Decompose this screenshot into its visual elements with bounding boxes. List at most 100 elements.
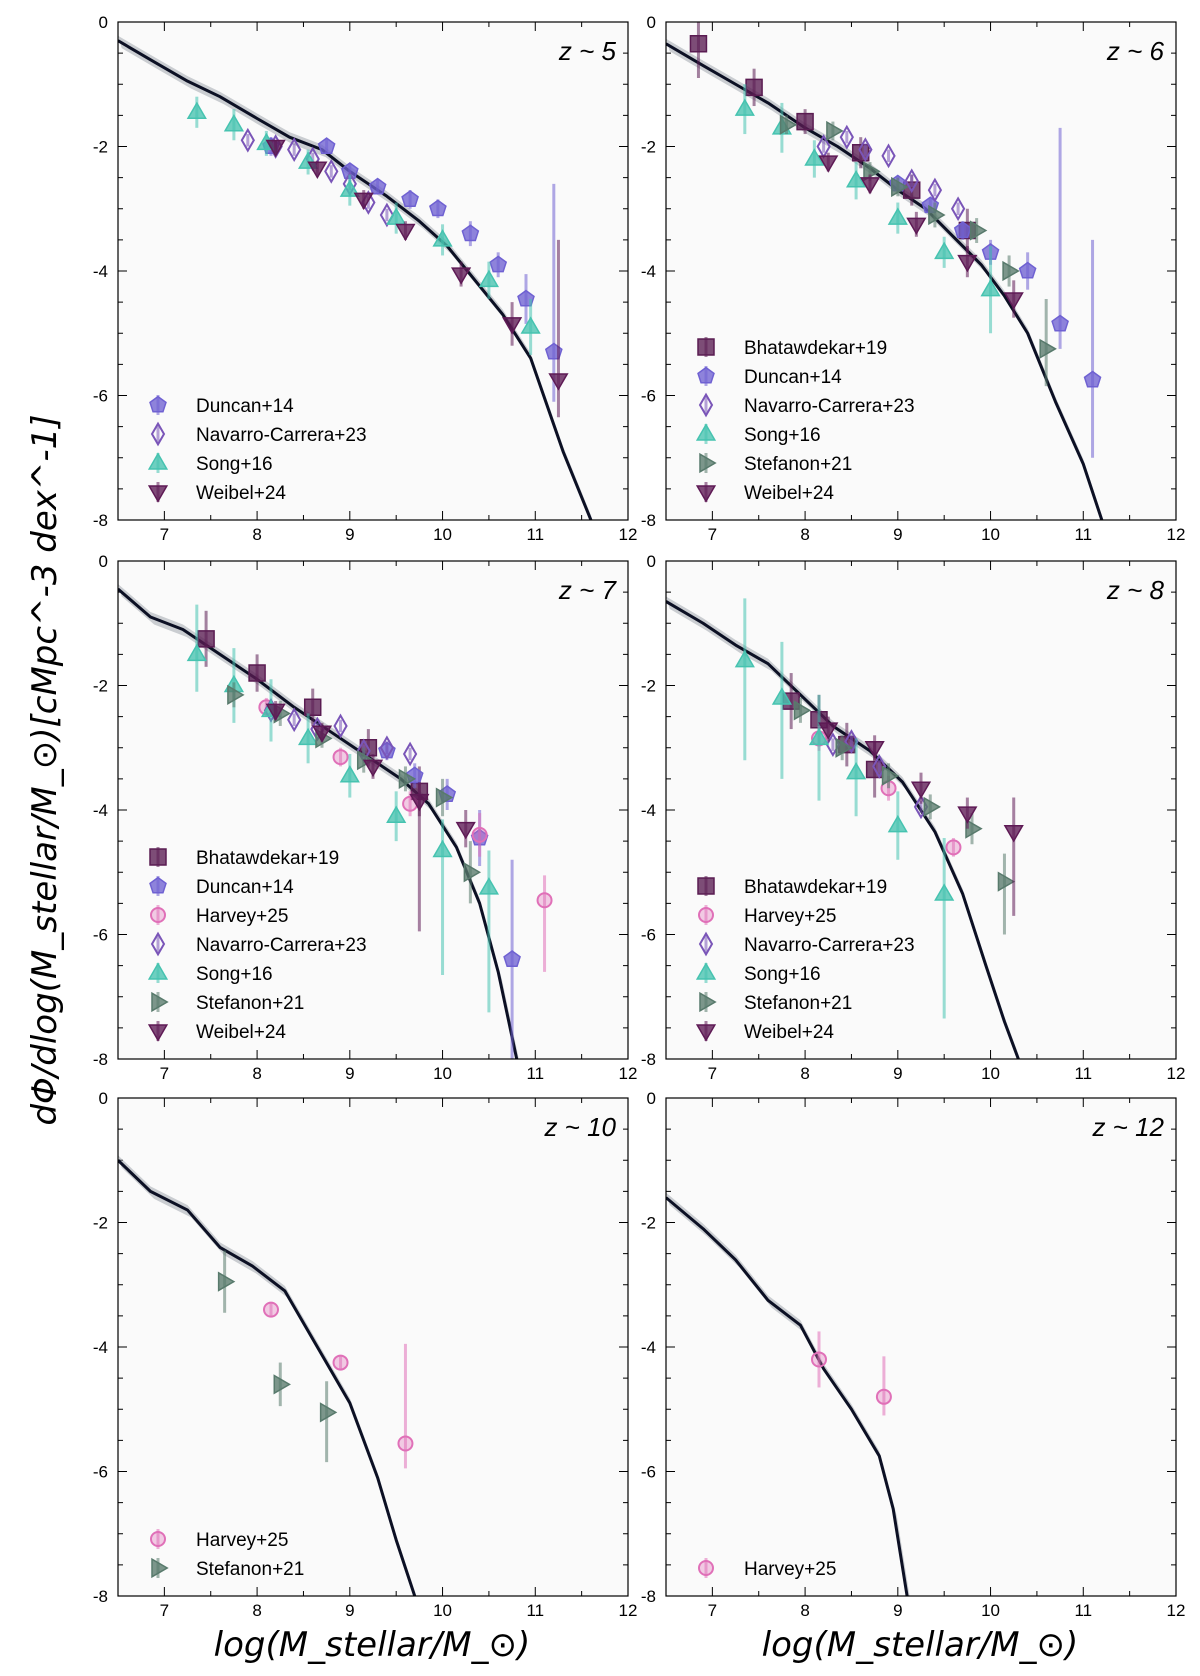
x-tick-label: 8 [800,1064,809,1083]
data-point [379,202,395,228]
x-axis-title-right: log(M_stellar/M_⊙) [762,1625,1079,1665]
legend-label: Weibel+24 [744,1022,834,1043]
series-harvey-25 [263,1301,414,1469]
x-tick-label: 10 [433,1601,452,1620]
x-tick-label: 12 [619,1064,638,1083]
x-tick-label: 11 [1074,1064,1092,1083]
x-tick-label: 9 [893,1601,902,1620]
data-point [311,725,333,743]
y-tick-label: -4 [93,1338,108,1357]
legend-marker [149,876,167,894]
x-tick-label: 10 [981,525,1000,544]
panel-3: 7 8 9 10 11 12 0 -2 -4 -6 -8 z ~ 7 Bhatawdekar+19 Dun… [93,552,638,1083]
data-point [432,229,453,247]
legend-label: Stefanon+21 [196,1559,304,1580]
legend-marker [695,423,717,441]
ticks: 7 8 9 10 11 12 0 -2 -4 -6 -8 [93,1089,638,1620]
plot-area [666,22,1176,520]
legend-marker [697,366,715,384]
legend-label: Weibel+24 [744,483,834,504]
panel-2: 7 8 9 10 11 12 0 -2 -4 -6 -8 z ~ 6 Bhatawdekar+19 Dun… [641,13,1186,544]
data-point [1002,260,1020,282]
data-point [273,1374,291,1395]
data-point [980,278,1001,297]
data-layer [666,596,1024,1059]
legend-label: Song+16 [744,964,821,985]
data-point [395,223,416,242]
data-point [471,826,488,843]
legend-label: Song+16 [196,964,273,985]
series-song-16 [734,598,955,1019]
legend-label: Harvey+25 [744,906,836,927]
x-tick-label: 9 [893,525,902,544]
data-layer [118,584,553,1059]
data-point [734,649,755,668]
plot-area [118,22,628,520]
data-layer [118,35,593,520]
y-tick-label: -6 [641,1463,656,1482]
data-point [240,127,255,153]
legend-marker [697,877,715,895]
x-tick-label: 12 [619,1601,638,1620]
x-tick-label: 7 [708,1064,717,1083]
data-point [934,883,955,901]
y-tick-label: -6 [93,387,108,406]
data-point [1003,292,1024,310]
data-point [1051,314,1069,332]
legend: Harvey+25 Stefanon+21 [150,1529,304,1580]
data-point [779,114,798,135]
y-tick-label: -8 [641,1050,656,1069]
y-tick-label: -8 [641,511,656,530]
data-point [887,814,908,833]
x-tick-label: 11 [1074,525,1092,544]
data-point [863,161,881,182]
y-tick-label: 0 [99,552,108,571]
x-tick-label: 8 [252,1064,261,1083]
y-tick-label: -4 [93,801,108,820]
data-point [997,871,1016,892]
data-point [287,137,302,163]
series-weibel-24 [265,139,569,418]
data-point [796,112,814,131]
x-tick-label: 8 [800,1601,809,1620]
y-tick-label: 0 [647,552,656,571]
legend-marker [695,1024,717,1042]
x-tick-label: 12 [619,525,638,544]
legend-label: Harvey+25 [196,1530,288,1551]
legend-label: Stefanon+21 [744,454,852,475]
series-song-16 [734,84,1001,334]
legend-marker [147,485,169,503]
plot-frame [117,560,629,1060]
legend-label: Weibel+24 [196,483,286,504]
legend-marker [149,395,167,413]
legend-label: Harvey+25 [196,906,288,927]
legend-marker [699,452,717,474]
data-point [927,177,943,203]
data-point [745,78,763,97]
data-point [489,255,508,273]
legend-marker [151,991,169,1013]
panel-5: 7 8 9 10 11 12 0 -2 -4 -6 -8 z ~ 10 Harvey+25 Stefano… [93,1089,638,1620]
series-stefanon-21 [793,697,1016,935]
x-tick-label: 12 [1167,1601,1186,1620]
legend-label: Duncan+14 [196,396,294,417]
data-point [891,176,909,198]
data-point [386,805,407,823]
data-point [332,1354,349,1371]
y-tick-label: -6 [641,387,656,406]
data-point [353,192,374,211]
panels: 7 8 9 10 11 12 0 -2 -4 -6 -8 z ~ 5 Duncan+14 Navarro-… [93,13,1186,1620]
data-point [845,761,867,780]
data-point [478,269,500,288]
x-tick-label: 7 [160,1064,169,1083]
model-line [666,600,1020,1059]
legend-label: Stefanon+21 [744,993,852,1014]
redshift-label: z ~ 5 [558,36,617,66]
redshift-label: z ~ 7 [558,575,618,605]
data-point [953,221,972,239]
data-point [881,143,896,169]
data-layer [666,1192,910,1596]
data-point [339,179,360,197]
x-tick-label: 11 [1074,1601,1092,1620]
